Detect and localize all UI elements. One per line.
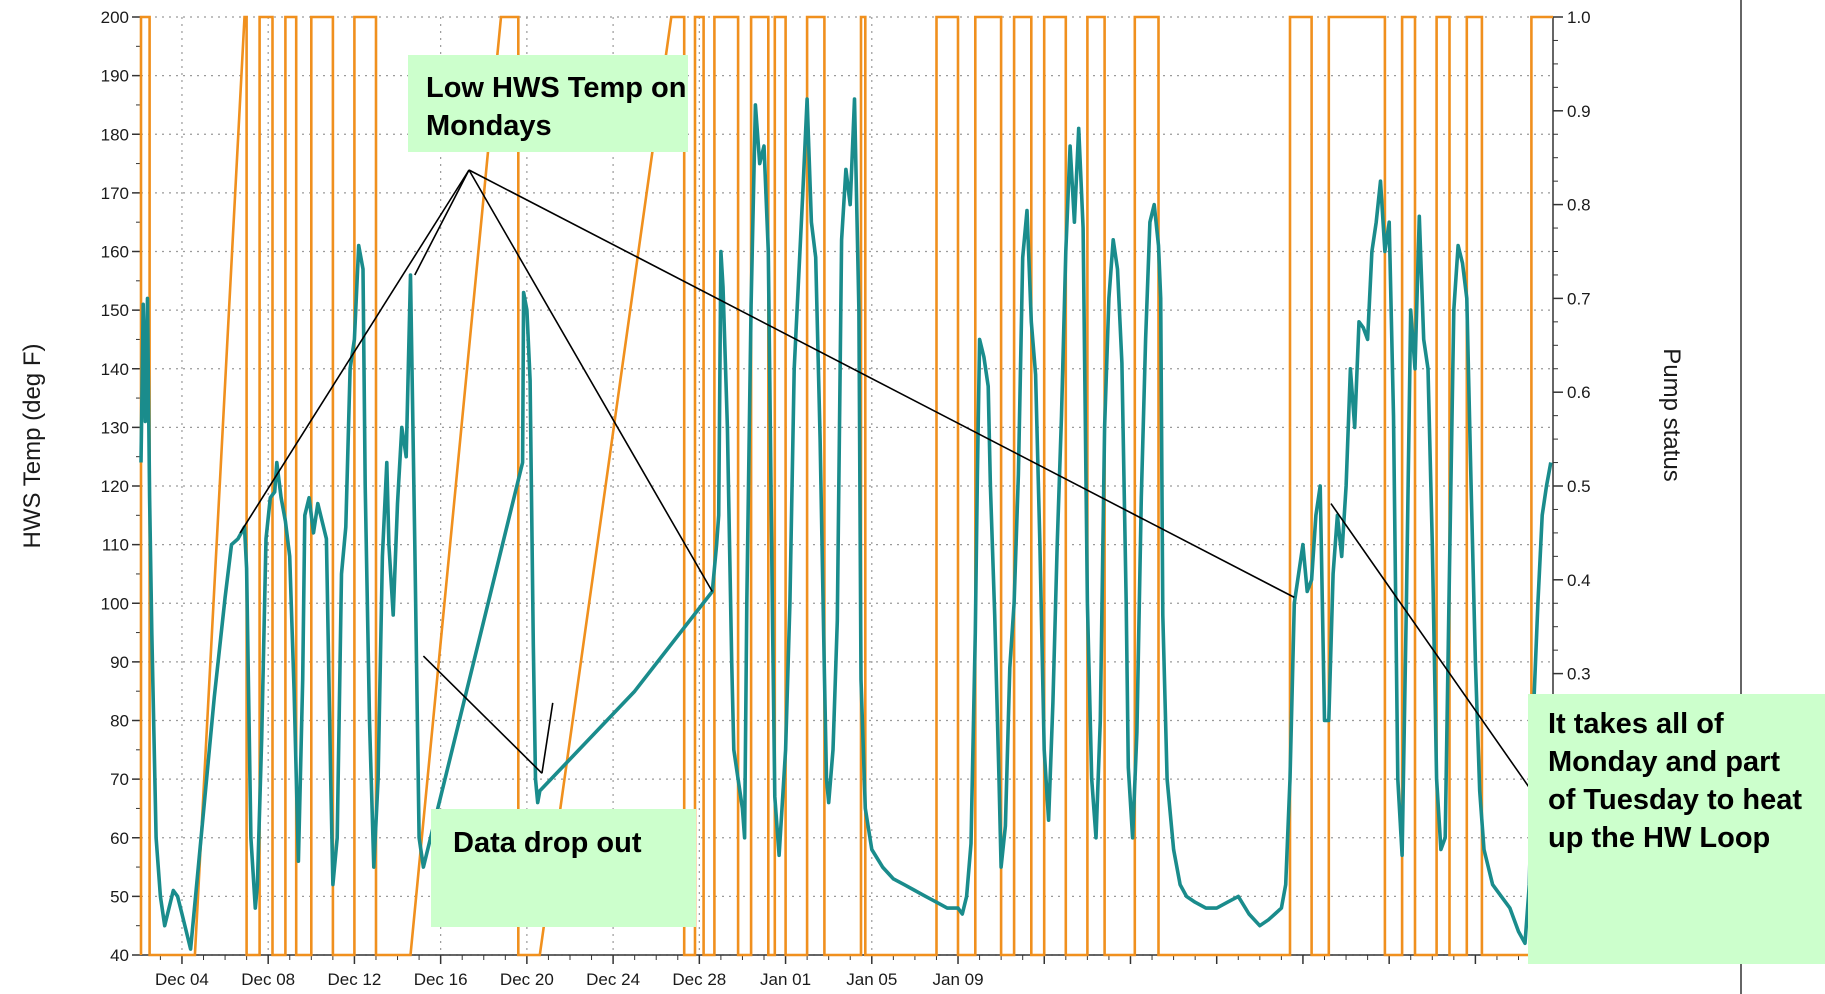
y-tick-label: 200 (101, 8, 129, 27)
y-tick-label: 170 (101, 184, 129, 203)
callout-heat-up-loop: It takes all of Monday and part of Tuesd… (1528, 694, 1825, 964)
y2-tick-label: 1.0 (1567, 8, 1591, 27)
left-axis-ticks: 40 50 60 70 80 90 100 110 120 130 140 150 160 170 180 1… (101, 8, 141, 965)
y-tick-label: 40 (110, 946, 129, 965)
y-tick-label: 90 (110, 653, 129, 672)
y2-axis-label: Pump status (1658, 348, 1685, 481)
callout-leader-line (422, 655, 543, 774)
callout-data-drop-out: Data drop out (431, 809, 696, 927)
x-tick-label: Dec 20 (500, 970, 554, 989)
y2-tick-label: 0.5 (1567, 477, 1591, 496)
y-axis-label: HWS Temp (deg F) (19, 344, 46, 549)
series-lines (139, 15, 1553, 957)
y-tick-label: 80 (110, 712, 129, 731)
y-tick-label: 190 (101, 67, 129, 86)
x-tick-label: Jan 01 (760, 970, 811, 989)
x-tick-label: Dec 04 (155, 970, 209, 989)
axes (140, 0, 1742, 994)
y-tick-label: 100 (101, 594, 129, 613)
callout-leader-line (468, 169, 1295, 599)
x-tick-label: Jan 09 (932, 970, 983, 989)
x-tick-label: Dec 08 (241, 970, 295, 989)
callout-leader-line (414, 169, 470, 276)
callout-low-hws-temp: Low HWS Temp on Mondays (408, 55, 688, 152)
callout-low-hws-temp-text: Low HWS Temp on Mondays (426, 72, 687, 142)
y2-tick-label: 0.7 (1567, 289, 1591, 308)
y-tick-label: 160 (101, 243, 129, 262)
y-tick-label: 60 (110, 829, 129, 848)
callout-leader-lines (239, 169, 1532, 791)
y-tick-label: 180 (101, 125, 129, 144)
y-tick-label: 50 (110, 887, 129, 906)
y-tick-label: 150 (101, 301, 129, 320)
y2-tick-label: 0.4 (1567, 571, 1591, 590)
y2-tick-label: 0.3 (1567, 665, 1591, 684)
y2-tick-label: 0.8 (1567, 196, 1591, 215)
grid (141, 16, 1553, 956)
callout-leader-line (239, 169, 470, 534)
x-tick-label: Dec 16 (414, 970, 468, 989)
y-tick-label: 140 (101, 360, 129, 379)
y-tick-label: 70 (110, 770, 129, 789)
callout-data-drop-out-text: Data drop out (453, 827, 642, 859)
callout-leader-line (1330, 503, 1532, 791)
x-tick-label: Dec 28 (672, 970, 726, 989)
x-tick-label: Jan 05 (846, 970, 897, 989)
callout-leader-line (468, 169, 713, 592)
y2-tick-label: 0.9 (1567, 102, 1591, 121)
y-tick-label: 120 (101, 477, 129, 496)
x-tick-label: Dec 24 (586, 970, 640, 989)
y2-tick-label: 0.6 (1567, 383, 1591, 402)
x-tick-label: Dec 12 (327, 970, 381, 989)
series-hws-temp-line (139, 97, 1553, 951)
x-axis-ticks: Dec 04 Dec 08 Dec 12 Dec 16 Dec 20 Dec 24 Dec … (155, 955, 1541, 989)
y-tick-label: 110 (102, 536, 129, 555)
callout-heat-up-loop-text: It takes all of Monday and part of Tuesd… (1548, 708, 1803, 854)
y-tick-label: 130 (101, 418, 129, 437)
series-pump-status-line (139, 15, 1553, 957)
callout-leader-line (541, 702, 554, 774)
